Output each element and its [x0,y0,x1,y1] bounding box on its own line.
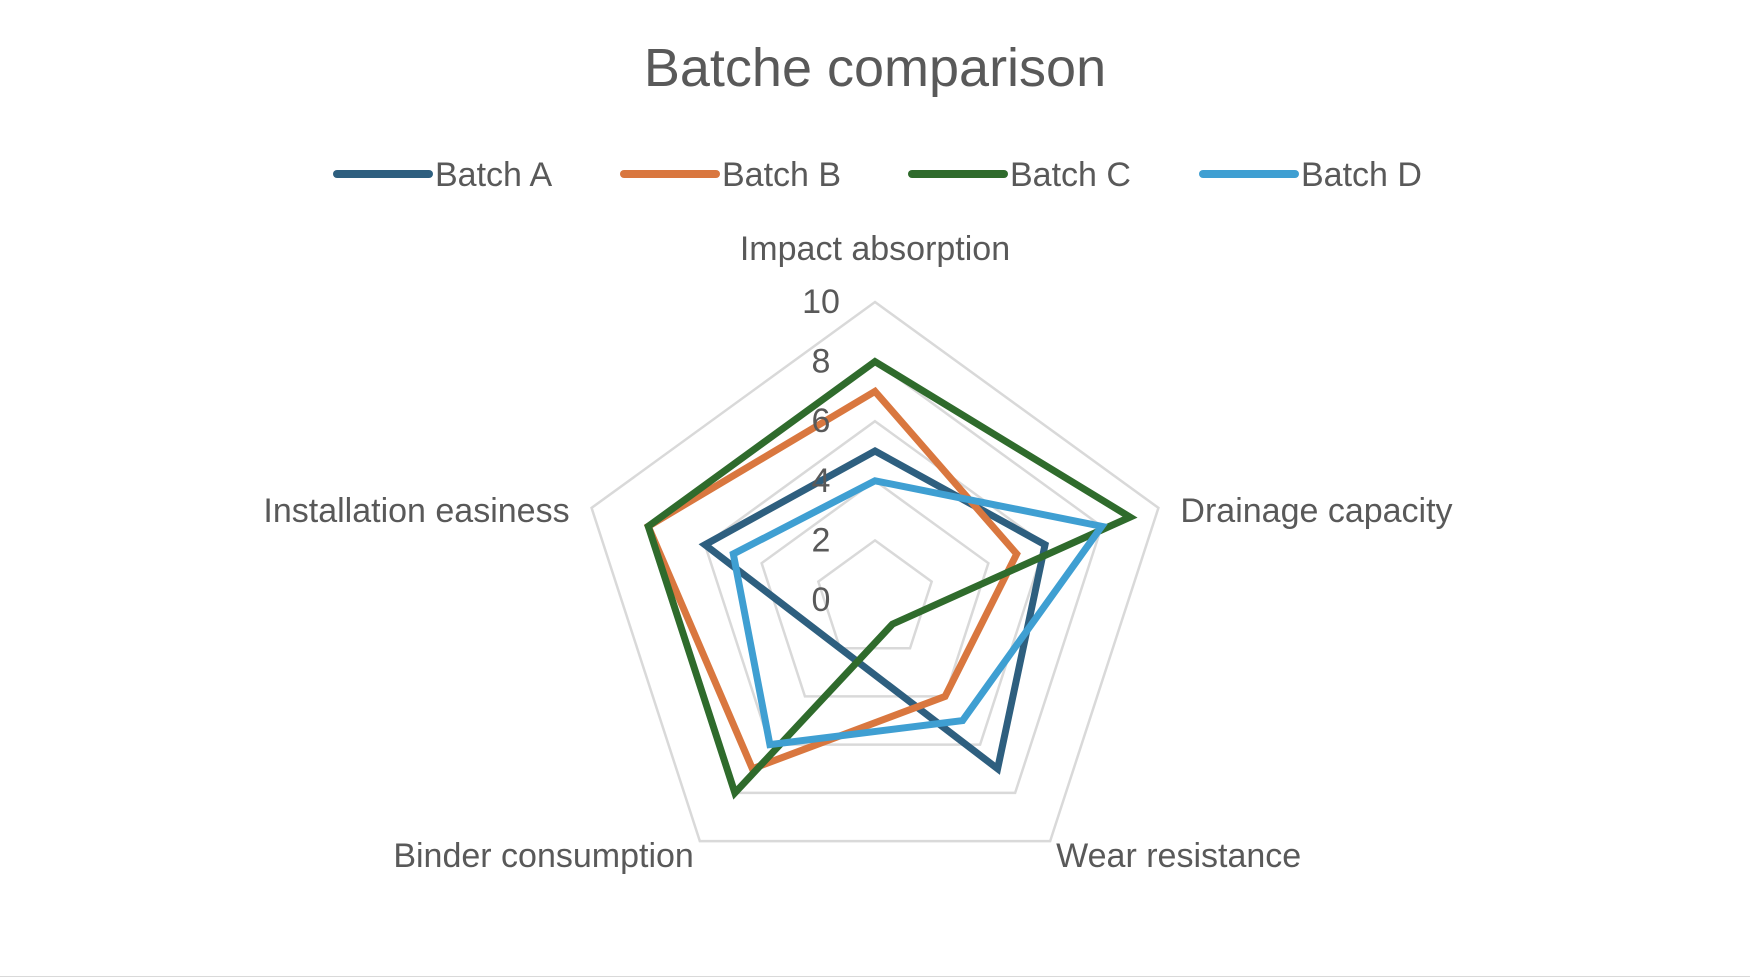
grid-ring-6 [703,419,1047,746]
category-label-impact-absorption: Impact absorption [740,230,1010,268]
category-label-drainage-capacity: Drainage capacity [1180,492,1452,530]
grid-ring-4 [760,479,990,698]
series-line-batch-b [643,386,1021,774]
chart-title: Batche comparison [644,38,1106,98]
category-label-binder-consumption: Binder consumption [393,837,694,875]
legend: Batch A Batch B Batch C Batch D [333,156,1422,194]
grid-ring-10 [590,300,1160,843]
tick-label-0: 0 [812,581,831,619]
legend-label: Batch A [435,156,553,194]
category-label-installation-easiness: Installation easiness [263,492,569,530]
grid-ring-2 [816,538,934,650]
legend-item-batch-b: Batch B [620,156,841,194]
tick-label-6: 6 [812,402,831,440]
category-labels: Impact absorption Drainage capacity Wear r… [263,230,1452,875]
legend-item-batch-c: Batch C [908,156,1131,194]
series-layer [643,357,1138,800]
legend-label: Batch B [722,156,841,194]
legend-item-batch-d: Batch D [1199,156,1422,194]
tick-label-2: 2 [812,521,831,559]
bottom-border [0,976,1750,977]
legend-label: Batch D [1301,156,1422,194]
series-line-batch-d [729,477,1108,749]
tick-label-10: 10 [802,283,840,321]
tick-label-8: 8 [812,343,831,381]
legend-item-batch-a: Batch A [333,156,553,194]
tick-label-4: 4 [812,462,831,500]
tick-labels: 0 2 4 6 8 10 [802,283,840,619]
category-label-wear-resistance: Wear resistance [1056,837,1301,875]
series-line-batch-c [644,357,1138,800]
legend-label: Batch C [1010,156,1131,194]
